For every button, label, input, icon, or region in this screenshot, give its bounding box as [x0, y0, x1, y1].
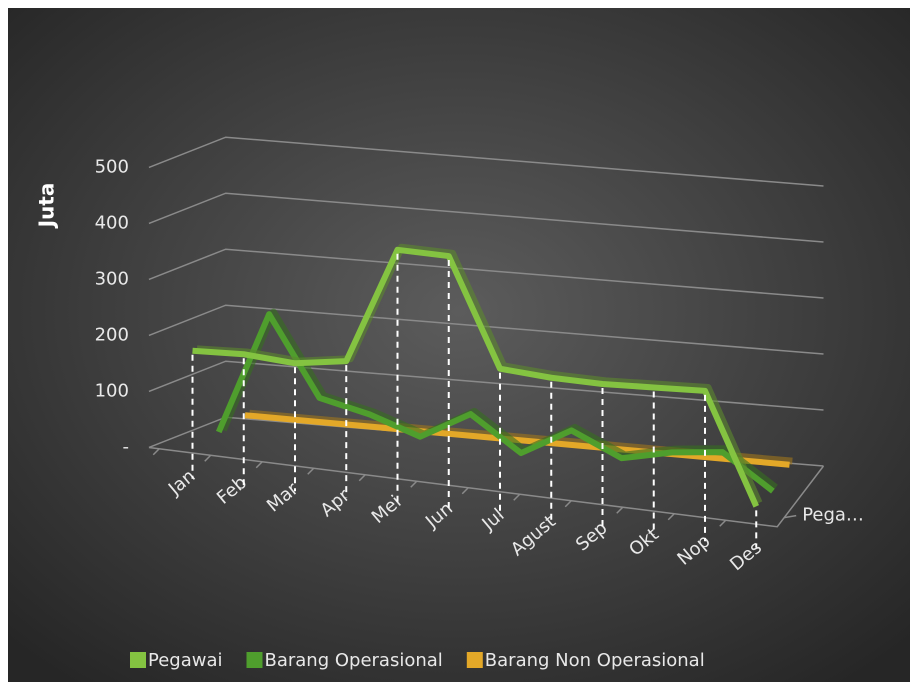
legend-label: Pegawai: [148, 650, 223, 671]
x-tick: [667, 513, 675, 521]
grid-line: [148, 192, 824, 243]
series-line: [192, 246, 759, 508]
grid-line: [148, 136, 824, 187]
x-tick: [410, 480, 418, 488]
legend-swatch: [246, 652, 263, 668]
chart-background: [8, 8, 910, 682]
grid-line: [148, 304, 824, 355]
depth-tick: [784, 514, 797, 519]
series-line: [244, 412, 790, 468]
legend-swatch: [466, 652, 483, 668]
y-tick-label: 400: [95, 212, 129, 233]
series-line: [215, 311, 775, 494]
y-tick-label: 500: [95, 156, 129, 177]
x-tick: [719, 519, 727, 527]
x-tick: [513, 493, 521, 501]
floor-edge: [148, 446, 825, 528]
x-tick: [307, 467, 315, 475]
legend-swatch: [130, 652, 146, 668]
y-tick-label: 200: [95, 324, 129, 345]
depth-label: Pega…: [802, 505, 864, 526]
grid-line: [148, 248, 824, 299]
x-tick: [152, 448, 160, 456]
y-axis-title: Juta: [35, 183, 59, 230]
y-tick-label: -: [122, 436, 129, 457]
x-tick: [204, 454, 212, 462]
x-tick: [616, 506, 624, 514]
legend-label: Barang Non Operasional: [485, 650, 705, 671]
grid-line: [148, 360, 824, 411]
x-tick: [564, 500, 572, 508]
y-tick-label: 300: [95, 268, 129, 289]
x-tick: [461, 487, 469, 495]
y-tick-label: 100: [95, 380, 129, 401]
legend-label: Barang Operasional: [265, 650, 443, 671]
x-tick: [358, 474, 366, 482]
x-tick: [255, 461, 263, 469]
